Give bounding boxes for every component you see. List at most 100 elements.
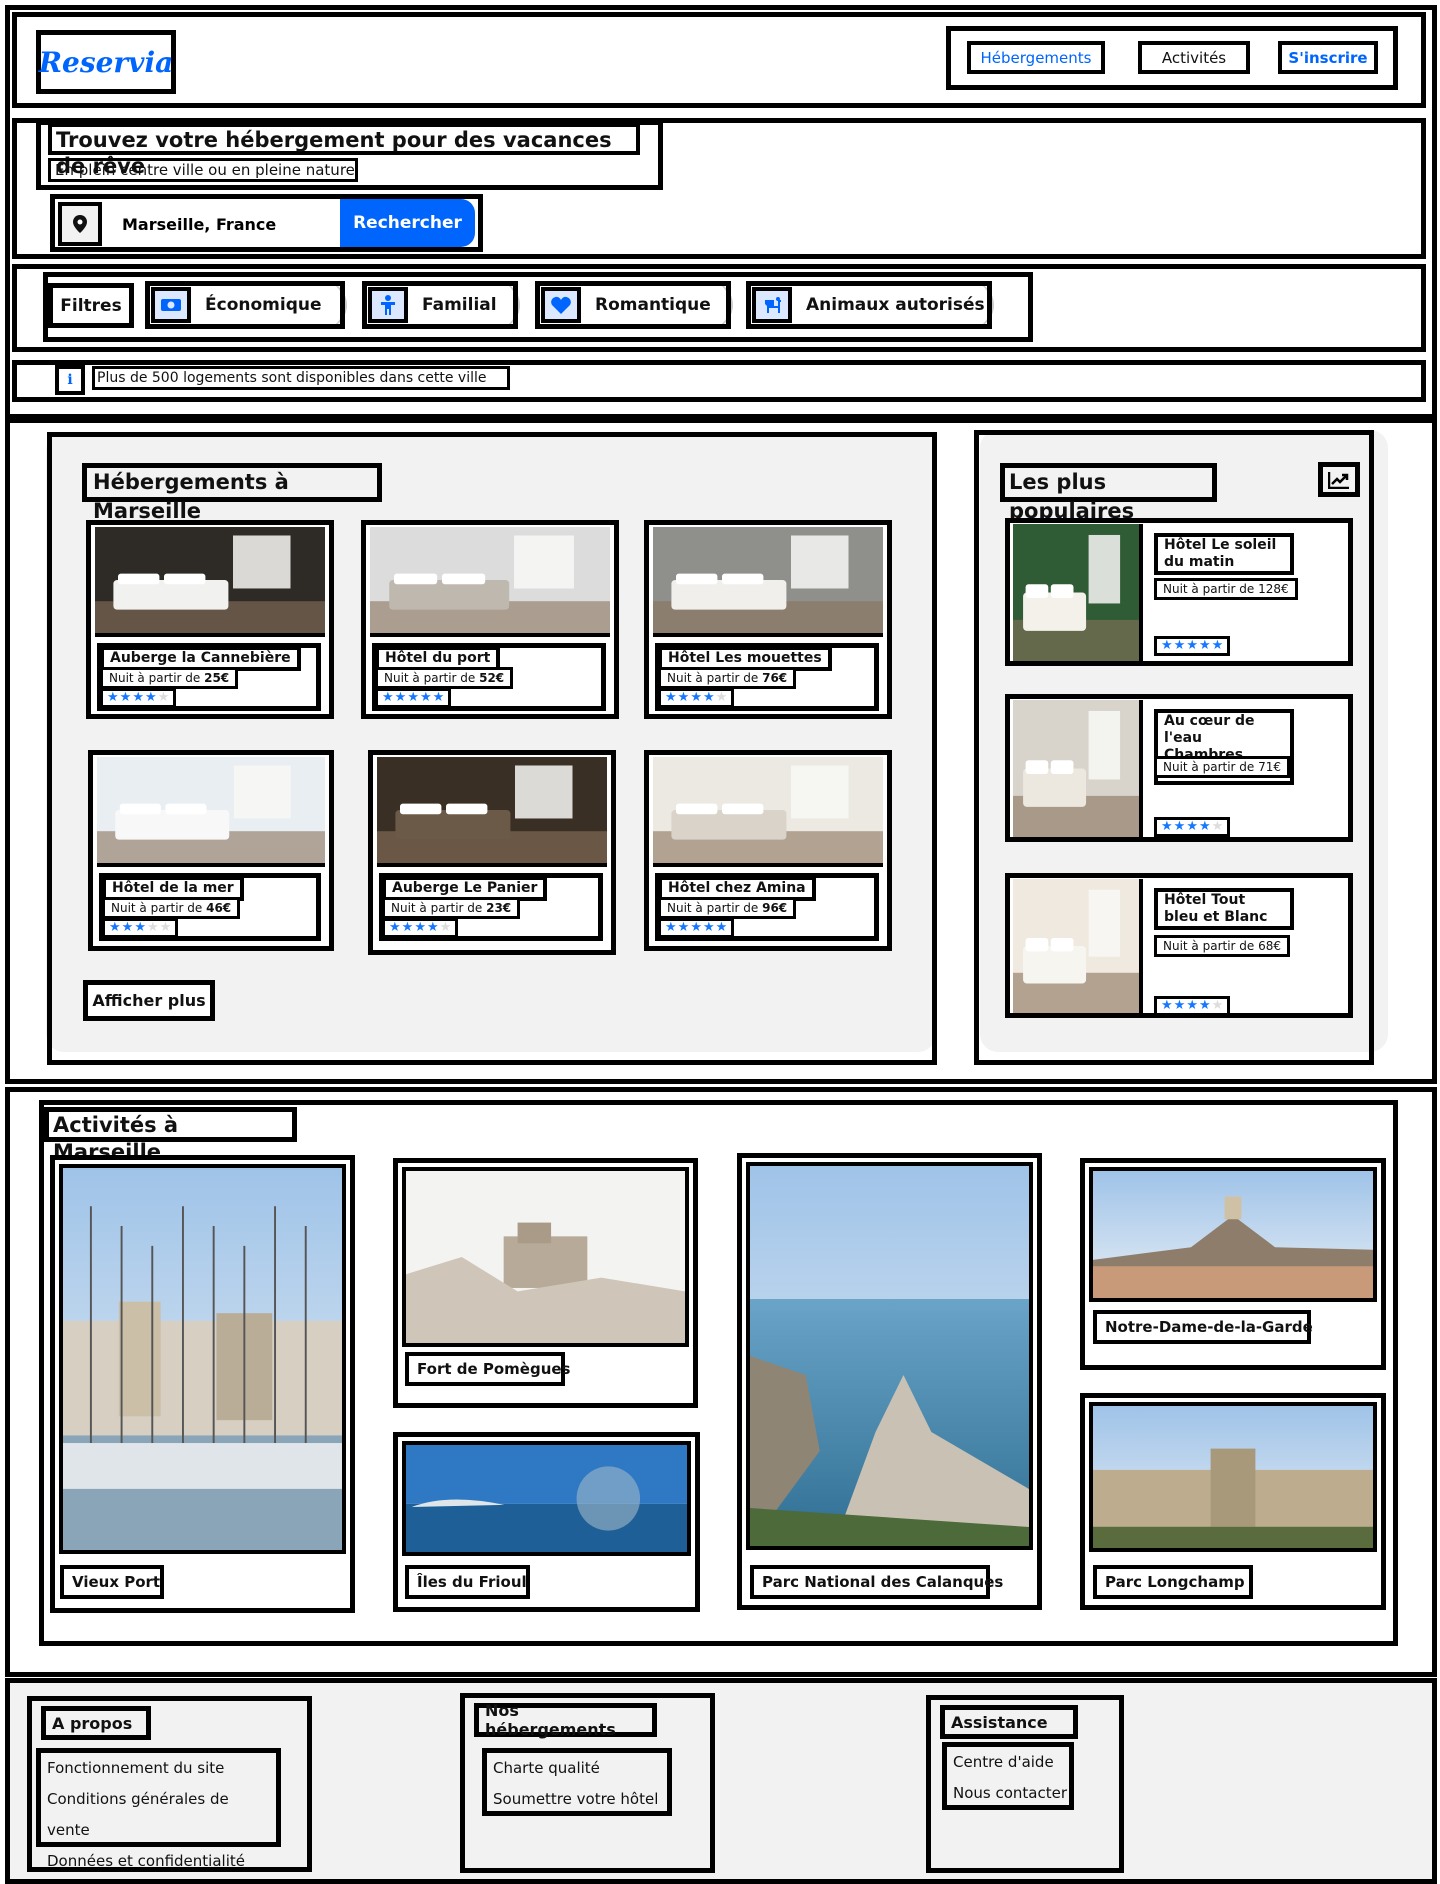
- filters-label: Filtres: [48, 283, 134, 328]
- star-icon: ★: [1161, 998, 1173, 1013]
- lodging-photo: [95, 527, 325, 637]
- popular-panel-frame: [974, 430, 1374, 1065]
- star-icon: ★: [382, 690, 394, 705]
- star-icon: ★: [394, 690, 407, 705]
- search-button[interactable]: Rechercher: [340, 199, 475, 247]
- lodging-card[interactable]: Hôtel de la mer Nuit à partir de 46€ ★ ★ ★…: [88, 750, 334, 951]
- filter-romantique[interactable]: Romantique: [535, 281, 733, 329]
- info-text: Plus de 500 logements sont disponibles d…: [92, 366, 510, 390]
- activity-photo: [59, 1164, 346, 1554]
- popular-rating: ★ ★ ★ ★ ★: [1154, 996, 1231, 1016]
- map-pin-icon: [58, 202, 102, 246]
- activity-name: Notre-Dame-de-la-Garde: [1093, 1310, 1313, 1344]
- star-icon: ★: [157, 690, 170, 705]
- hero-title: Trouvez votre hébergement pour des vacan…: [48, 123, 640, 178]
- lodging-card[interactable]: Auberge Le Panier Nuit à partir de 23€ ★…: [368, 750, 616, 955]
- star-icon: ★: [1173, 998, 1186, 1013]
- star-icon: ★: [389, 920, 401, 935]
- logo[interactable]: Reservia: [36, 30, 176, 94]
- brand-name: Reservia: [38, 45, 174, 79]
- activity-photo: [1089, 1402, 1377, 1552]
- star-icon: ★: [132, 690, 144, 705]
- lodging-price: Nuit à partir de 52€: [375, 667, 514, 689]
- footer-link[interactable]: Charte qualité: [493, 1759, 600, 1777]
- footer-column-title: A propos: [41, 1706, 151, 1740]
- trend-chart-icon[interactable]: [1318, 462, 1360, 497]
- info-bar: [12, 360, 1426, 402]
- show-more-button[interactable]: Afficher plus: [83, 980, 215, 1021]
- lodging-price: Nuit à partir de 96€: [658, 897, 797, 919]
- star-icon: ★: [119, 690, 132, 705]
- star-icon: ★: [1211, 998, 1224, 1013]
- hero-section: [12, 118, 1426, 259]
- nav-hebergements[interactable]: Hébergements: [967, 41, 1105, 74]
- heart-icon: [541, 287, 581, 323]
- footer-links: Fonctionnement du site Conditions général…: [36, 1748, 281, 1870]
- star-icon: ★: [702, 690, 715, 705]
- star-icon: ★: [1186, 998, 1198, 1013]
- star-icon: ★: [715, 920, 728, 935]
- star-icon: ★: [419, 690, 432, 705]
- lodging-card[interactable]: Auberge la Cannebière Nuit à partir de 2…: [86, 520, 334, 719]
- star-icon: ★: [677, 920, 690, 935]
- popular-rating: ★ ★ ★ ★ ★: [1154, 636, 1231, 656]
- star-icon: ★: [146, 920, 159, 935]
- lodging-rating: ★ ★ ★ ★ ★: [375, 688, 452, 708]
- footer-link[interactable]: Soumettre votre hôtel: [493, 1790, 659, 1808]
- star-icon: ★: [1211, 819, 1224, 834]
- filter-economique[interactable]: Économique: [145, 281, 347, 329]
- activities-title: Activités à Marseille: [44, 1107, 297, 1164]
- star-icon: ★: [1198, 638, 1211, 653]
- lodging-card[interactable]: Hôtel du port Nuit à partir de 52€ ★ ★ ★ ★ ★: [361, 520, 619, 719]
- activity-photo: [1089, 1167, 1377, 1302]
- star-icon: ★: [715, 690, 728, 705]
- popular-card[interactable]: Hôtel Le soleil du matin Nuit à partir d…: [1005, 518, 1353, 666]
- lodging-card[interactable]: Hôtel Les mouettes Nuit à partir de 76€ …: [644, 520, 892, 719]
- popular-rating: ★ ★ ★ ★ ★: [1154, 817, 1231, 837]
- filter-animaux[interactable]: Animaux autorisés: [746, 281, 994, 329]
- lodging-photo: [370, 527, 610, 637]
- star-icon: ★: [439, 920, 452, 935]
- nav-activites[interactable]: Activités: [1138, 41, 1250, 74]
- footer-link[interactable]: Données et confidentialité: [47, 1852, 245, 1870]
- star-icon: ★: [690, 690, 702, 705]
- star-icon: ★: [426, 920, 439, 935]
- lodging-card[interactable]: Hôtel chez Amina Nuit à partir de 96€ ★ ★…: [644, 750, 892, 951]
- child-icon: [368, 287, 408, 323]
- star-icon: ★: [121, 920, 134, 935]
- nav-signup[interactable]: S'inscrire: [1278, 41, 1378, 74]
- star-icon: ★: [665, 920, 677, 935]
- popular-card[interactable]: Au cœur de l'eau Chambres d'hôtes Nuit à…: [1005, 694, 1353, 842]
- lodging-name: Hôtel de la mer: [102, 876, 244, 901]
- star-icon: ★: [144, 690, 157, 705]
- popular-title: Les plus populaires: [1000, 463, 1217, 523]
- hero-text-block: [36, 120, 663, 190]
- lodging-price: Nuit à partir de 46€: [102, 897, 241, 919]
- star-icon: ★: [407, 690, 419, 705]
- lodging-photo: [97, 757, 325, 867]
- info-icon: i: [55, 365, 85, 395]
- filters-group: [43, 272, 1033, 342]
- activities-panel: [39, 1100, 1398, 1646]
- footer-link[interactable]: Nous contacter: [953, 1784, 1068, 1802]
- star-icon: ★: [107, 690, 119, 705]
- star-icon: ★: [1186, 638, 1198, 653]
- popular-card[interactable]: Hôtel Tout bleu et Blanc Nuit à partir d…: [1005, 873, 1353, 1018]
- footer-link[interactable]: Fonctionnement du site: [47, 1759, 225, 1777]
- popular-name: Hôtel Tout bleu et Blanc: [1154, 888, 1294, 930]
- lodging-rating: ★ ★ ★ ★ ★: [382, 918, 459, 938]
- lodgings-panel-frame: [47, 432, 937, 1065]
- popular-photo: [1013, 524, 1143, 661]
- filter-familial[interactable]: Familial: [362, 281, 520, 329]
- footer-link[interactable]: Centre d'aide: [953, 1753, 1054, 1771]
- main-section: [5, 418, 1437, 1084]
- location-input[interactable]: [110, 204, 340, 244]
- footer-link[interactable]: Conditions générales de vente: [47, 1790, 229, 1839]
- lodging-rating: ★ ★ ★ ★ ★: [102, 918, 179, 938]
- lodging-price: Nuit à partir de 76€: [658, 667, 797, 689]
- activity-card[interactable]: [737, 1153, 1042, 1610]
- search-bar: [50, 194, 483, 252]
- footer-links: Charte qualité Soumettre votre hôtel: [482, 1748, 672, 1816]
- activity-card[interactable]: [50, 1155, 355, 1613]
- popular-photo: [1013, 879, 1143, 1013]
